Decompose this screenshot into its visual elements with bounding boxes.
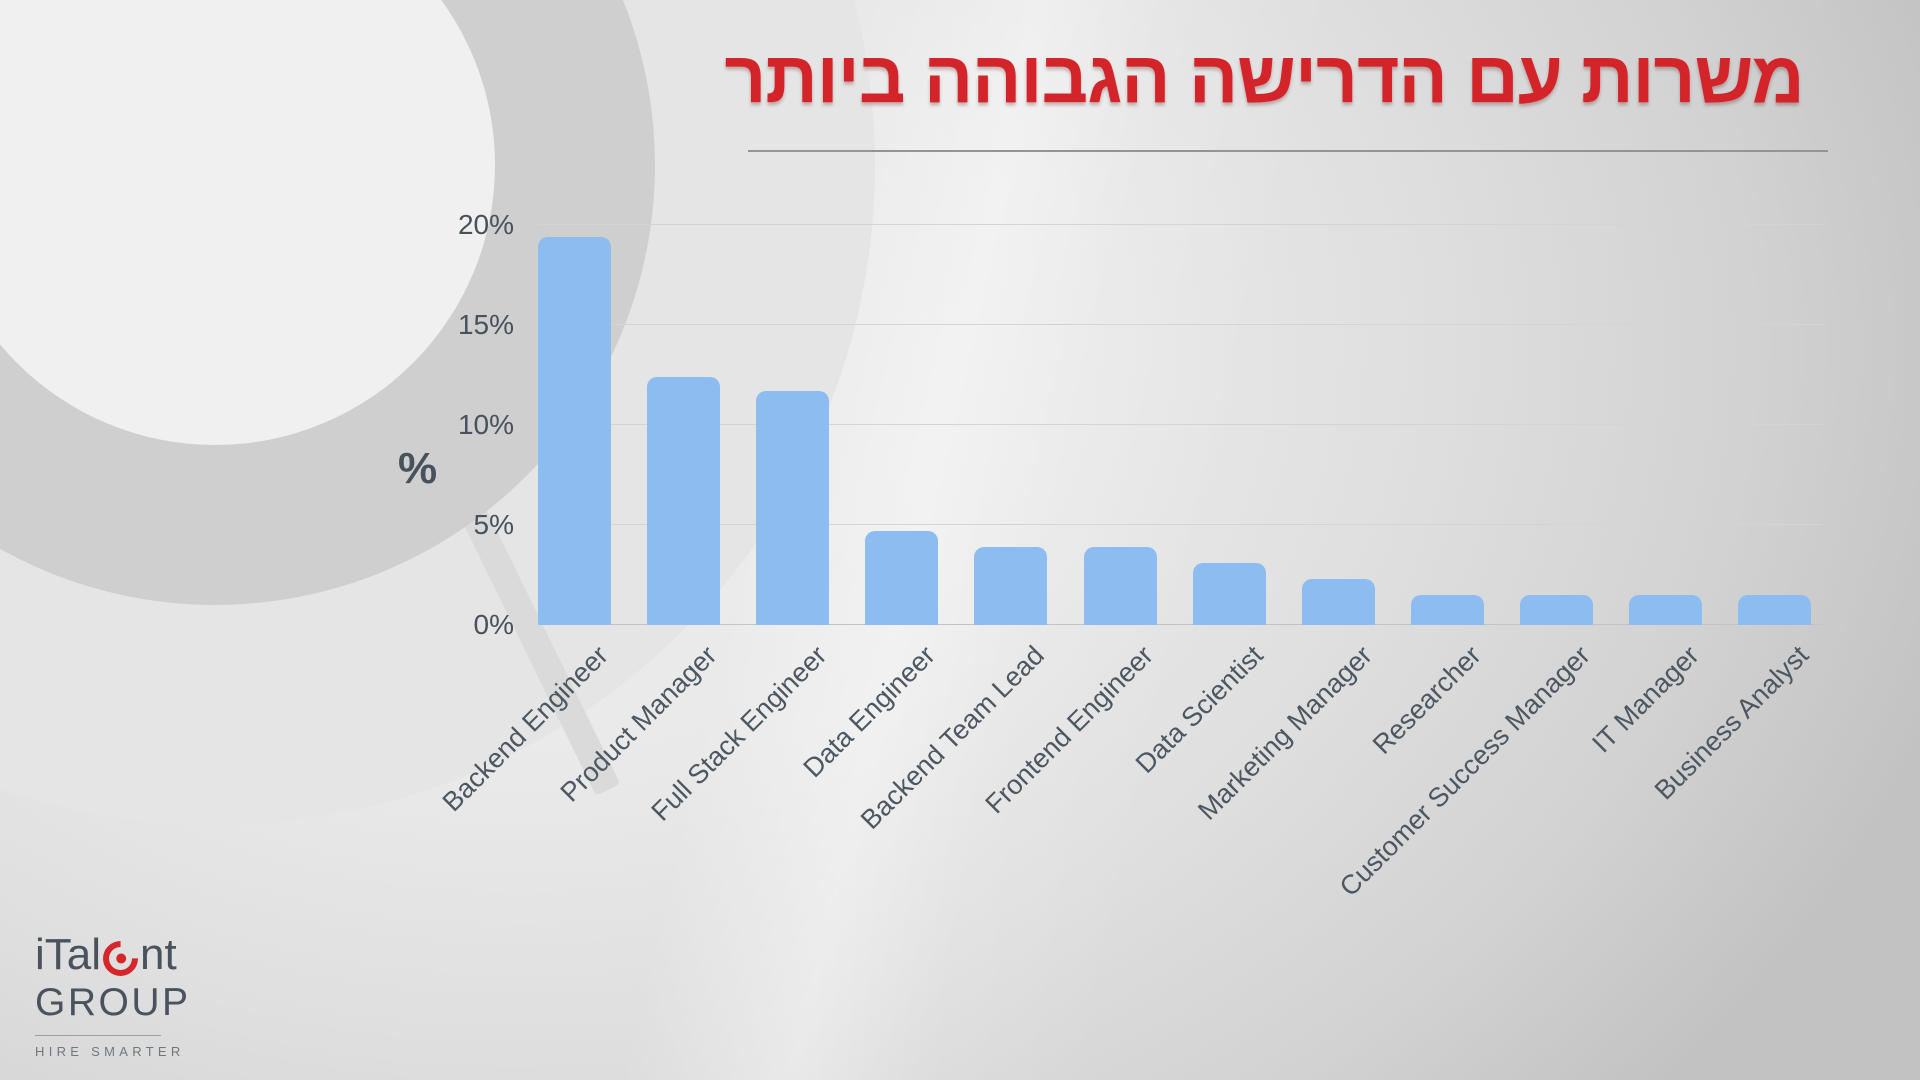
bar (1738, 595, 1811, 625)
y-axis-title: % (398, 444, 438, 493)
x-tick-label: Researcher (1366, 640, 1487, 760)
bar (974, 547, 1047, 625)
bar (1411, 595, 1484, 625)
y-tick-label: 0% (473, 609, 514, 640)
x-tick-label: Backend Team Lead (855, 640, 1051, 835)
bar (1302, 579, 1375, 625)
bar-chart-plot-area (538, 224, 1823, 625)
bar (1520, 595, 1593, 625)
bar (865, 531, 938, 625)
x-axis-baseline (538, 624, 1823, 625)
logo-brand-name: iTal nt (35, 930, 191, 983)
y-tick-label: 15% (457, 309, 514, 340)
gridline (538, 524, 1823, 525)
gridline (538, 424, 1823, 425)
bar (1084, 547, 1157, 625)
logo-divider (35, 1035, 161, 1036)
bar (647, 377, 720, 625)
bar (1193, 563, 1266, 625)
italent-group-logo: iTal nt GROUP HIRE SMARTER (35, 930, 191, 1059)
title-underline (748, 150, 1828, 152)
red-swirl-e-icon (95, 933, 146, 983)
logo-group-text: GROUP (35, 981, 191, 1024)
gridline (538, 324, 1823, 325)
logo-brand-part2: nt (140, 930, 177, 979)
x-tick-label: IT Manager (1586, 640, 1705, 759)
logo-tagline: HIRE SMARTER (35, 1044, 185, 1059)
bar (756, 391, 829, 625)
page-title: משרות עם הדרישה הגבוהה ביותר (724, 37, 1804, 118)
logo-brand-part1: iTal (35, 930, 102, 979)
y-tick-label: 20% (457, 209, 514, 240)
y-tick-label: 5% (473, 509, 514, 540)
y-tick-label: 10% (457, 409, 514, 440)
bar (538, 237, 611, 625)
gridline (538, 224, 1823, 225)
bar (1629, 595, 1702, 625)
